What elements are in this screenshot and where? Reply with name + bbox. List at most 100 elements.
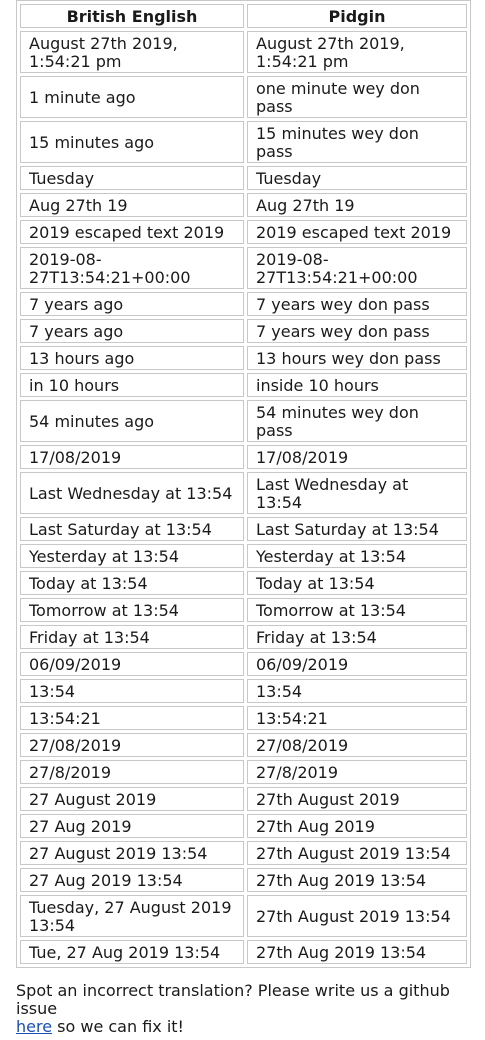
table-row: in 10 hours inside 10 hours (20, 373, 467, 397)
cell-british-english: 13 hours ago (20, 346, 244, 370)
table-row: 27 August 2019 27th August 2019 (20, 787, 467, 811)
table-body: August 27th 2019, 1:54:21 pm August 27th … (20, 31, 467, 964)
cell-british-english: 54 minutes ago (20, 400, 244, 442)
cell-pidgin: 27th Aug 2019 13:54 (247, 868, 467, 892)
cell-pidgin: August 27th 2019, 1:54:21 pm (247, 31, 467, 73)
cell-pidgin: Tomorrow at 13:54 (247, 598, 467, 622)
header-pidgin: Pidgin (247, 4, 467, 28)
cell-pidgin: 17/08/2019 (247, 445, 467, 469)
cell-pidgin: 27th Aug 2019 (247, 814, 467, 838)
table-row: 15 minutes ago 15 minutes wey don pass (20, 121, 467, 163)
table-row: 06/09/2019 06/09/2019 (20, 652, 467, 676)
cell-british-english: 13:54:21 (20, 706, 244, 730)
table-row: Last Wednesday at 13:54 Last Wednesday at… (20, 472, 467, 514)
cell-pidgin: 13 hours wey don pass (247, 346, 467, 370)
cell-british-english: 17/08/2019 (20, 445, 244, 469)
translation-table: British English Pidgin August 27th 2019,… (16, 0, 471, 968)
table-row: Tue, 27 Aug 2019 13:54 27th Aug 2019 13:5… (20, 940, 467, 964)
table-row: Today at 13:54 Today at 13:54 (20, 571, 467, 595)
cell-british-english: 27 Aug 2019 13:54 (20, 868, 244, 892)
cell-british-english: Aug 27th 19 (20, 193, 244, 217)
cell-british-english: Tuesday, 27 August 2019 13:54 (20, 895, 244, 937)
cell-british-english: Last Saturday at 13:54 (20, 517, 244, 541)
cell-pidgin: 54 minutes wey don pass (247, 400, 467, 442)
cell-pidgin: Today at 13:54 (247, 571, 467, 595)
table-header-row: British English Pidgin (20, 4, 467, 28)
table-row: 1 minute ago one minute wey don pass (20, 76, 467, 118)
cell-british-english: 27/8/2019 (20, 760, 244, 784)
table-row: 17/08/2019 17/08/2019 (20, 445, 467, 469)
cell-pidgin: inside 10 hours (247, 373, 467, 397)
cell-pidgin: 13:54 (247, 679, 467, 703)
cell-british-english: 1 minute ago (20, 76, 244, 118)
table-row: Tomorrow at 13:54 Tomorrow at 13:54 (20, 598, 467, 622)
cell-pidgin: 27th Aug 2019 13:54 (247, 940, 467, 964)
cell-british-english: 27 Aug 2019 (20, 814, 244, 838)
table-row: 27 Aug 2019 13:54 27th Aug 2019 13:54 (20, 868, 467, 892)
cell-british-english: 06/09/2019 (20, 652, 244, 676)
cell-pidgin: 27/8/2019 (247, 760, 467, 784)
cell-pidgin: one minute wey don pass (247, 76, 467, 118)
cell-pidgin: 7 years wey don pass (247, 292, 467, 316)
table-row: 7 years ago 7 years wey don pass (20, 292, 467, 316)
cell-british-english: Tomorrow at 13:54 (20, 598, 244, 622)
table-row: 27 Aug 2019 27th Aug 2019 (20, 814, 467, 838)
cell-british-english: 13:54 (20, 679, 244, 703)
cell-pidgin: 27th August 2019 13:54 (247, 841, 467, 865)
table-row: 2019-08-27T13:54:21+00:00 2019-08-27T13:5… (20, 247, 467, 289)
footer-text-after: so we can fix it! (52, 1017, 184, 1036)
cell-british-english: in 10 hours (20, 373, 244, 397)
cell-british-english: 27 August 2019 (20, 787, 244, 811)
github-issue-link[interactable]: here (16, 1017, 53, 1036)
cell-pidgin: 7 years wey don pass (247, 319, 467, 343)
cell-pidgin: 06/09/2019 (247, 652, 467, 676)
cell-pidgin: Yesterday at 13:54 (247, 544, 467, 568)
page-content: British English Pidgin August 27th 2019,… (16, 0, 471, 1036)
cell-pidgin: Tuesday (247, 166, 467, 190)
footer-text: Spot an incorrect translation? Please wr… (16, 981, 450, 1018)
cell-british-english: Tue, 27 Aug 2019 13:54 (20, 940, 244, 964)
cell-british-english: Last Wednesday at 13:54 (20, 472, 244, 514)
header-british-english: British English (20, 4, 244, 28)
cell-pidgin: 15 minutes wey don pass (247, 121, 467, 163)
cell-british-english: Tuesday (20, 166, 244, 190)
cell-pidgin: 2019-08-27T13:54:21+00:00 (247, 247, 467, 289)
cell-pidgin: Last Saturday at 13:54 (247, 517, 467, 541)
table-row: 13 hours ago 13 hours wey don pass (20, 346, 467, 370)
cell-pidgin: Aug 27th 19 (247, 193, 467, 217)
table-row: 54 minutes ago 54 minutes wey don pass (20, 400, 467, 442)
cell-pidgin: 27th August 2019 (247, 787, 467, 811)
cell-pidgin: Last Wednesday at 13:54 (247, 472, 467, 514)
cell-pidgin: 27/08/2019 (247, 733, 467, 757)
cell-british-english: 15 minutes ago (20, 121, 244, 163)
cell-british-english: Yesterday at 13:54 (20, 544, 244, 568)
cell-british-english: 27 August 2019 13:54 (20, 841, 244, 865)
cell-british-english: 27/08/2019 (20, 733, 244, 757)
table-row: 13:54 13:54 (20, 679, 467, 703)
table-row: Tuesday Tuesday (20, 166, 467, 190)
cell-british-english: Today at 13:54 (20, 571, 244, 595)
table-row: 7 years ago 7 years wey don pass (20, 319, 467, 343)
cell-pidgin: 27th August 2019 13:54 (247, 895, 467, 937)
table-row: 27/08/2019 27/08/2019 (20, 733, 467, 757)
cell-british-english: 2019 escaped text 2019 (20, 220, 244, 244)
cell-british-english: Friday at 13:54 (20, 625, 244, 649)
table-row: 27 August 2019 13:54 27th August 2019 13:… (20, 841, 467, 865)
table-row: Aug 27th 19 Aug 27th 19 (20, 193, 467, 217)
cell-british-english: 7 years ago (20, 292, 244, 316)
footer-note: Spot an incorrect translation? Please wr… (16, 982, 469, 1036)
table-row: 13:54:21 13:54:21 (20, 706, 467, 730)
table-row: 2019 escaped text 2019 2019 escaped text … (20, 220, 467, 244)
cell-pidgin: 13:54:21 (247, 706, 467, 730)
cell-british-english: August 27th 2019, 1:54:21 pm (20, 31, 244, 73)
cell-british-english: 2019-08-27T13:54:21+00:00 (20, 247, 244, 289)
table-row: 27/8/2019 27/8/2019 (20, 760, 467, 784)
table-row: Last Saturday at 13:54 Last Saturday at 1… (20, 517, 467, 541)
table-row: Tuesday, 27 August 2019 13:54 27th August… (20, 895, 467, 937)
cell-british-english: 7 years ago (20, 319, 244, 343)
table-row: August 27th 2019, 1:54:21 pm August 27th … (20, 31, 467, 73)
cell-pidgin: 2019 escaped text 2019 (247, 220, 467, 244)
cell-pidgin: Friday at 13:54 (247, 625, 467, 649)
table-row: Friday at 13:54 Friday at 13:54 (20, 625, 467, 649)
table-row: Yesterday at 13:54 Yesterday at 13:54 (20, 544, 467, 568)
